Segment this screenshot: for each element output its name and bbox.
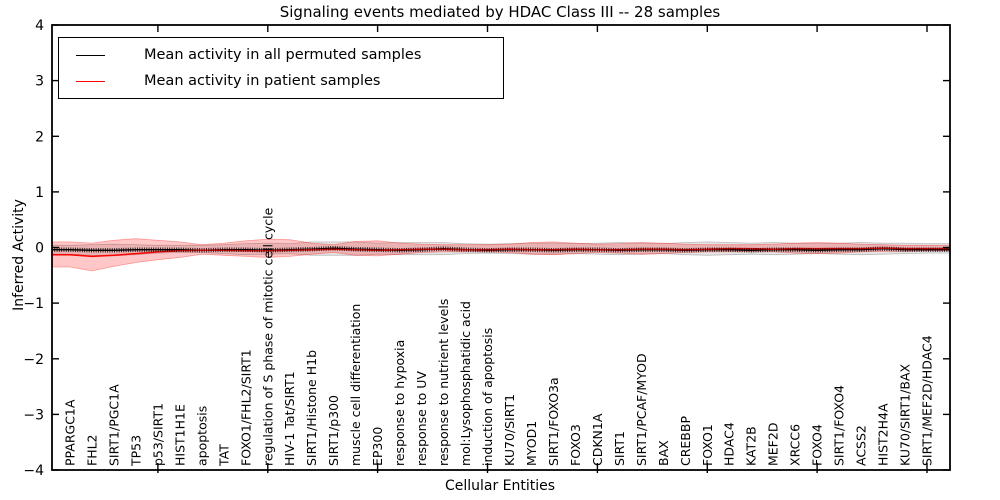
x-tick-label: regulation of S phase of mitotic cell cy…	[260, 207, 275, 466]
legend-item-permuted: Mean activity in all permuted samples	[59, 47, 503, 63]
x-tick-label: FOXO1	[700, 424, 715, 466]
x-tick-label: response to hypoxia	[392, 340, 407, 466]
x-tick-label: BAX	[656, 440, 671, 466]
legend-item-patient: Mean activity in patient samples	[59, 73, 503, 89]
legend: Mean activity in all permuted samples Me…	[58, 37, 504, 99]
y-tick-label: 2	[35, 129, 44, 145]
x-tick-label: SIRT1/FOXO3a	[546, 377, 561, 466]
x-tick-label: apoptosis	[194, 406, 209, 466]
y-tick-label: 0	[35, 241, 44, 257]
x-tick-label: SIRT1/Histone H1b	[304, 350, 319, 466]
data-point-markers	[52, 245, 950, 253]
y-tick-label: 3	[35, 74, 44, 90]
patient-line-swatch	[76, 80, 105, 82]
y-tick-label: −3	[23, 407, 44, 423]
x-tick-label: SIRT1/FOXO4	[832, 385, 847, 466]
x-tick-label: TP53	[128, 435, 143, 467]
x-tick-label: p53/SIRT1	[150, 403, 165, 466]
permuted-line-swatch	[76, 54, 105, 56]
x-tick-label: SIRT1/PGC1A	[106, 384, 121, 466]
x-tick-label: KAT2B	[744, 426, 759, 466]
x-tick-label: HIV-1 Tat/SIRT1	[282, 371, 297, 466]
legend-label: Mean activity in patient samples	[144, 73, 381, 89]
x-tick-label: KU70/SIRT1/BAX	[898, 364, 913, 466]
x-tick-label: CREBBP	[678, 416, 693, 466]
x-tick-label: TAT	[216, 444, 231, 467]
x-tick-label: EP300	[370, 427, 385, 466]
x-tick-label: PPARGC1A	[63, 399, 78, 466]
chart-title: Signaling events mediated by HDAC Class …	[279, 3, 721, 21]
x-tick-label: CDKN1A	[590, 413, 605, 466]
x-tick-label: XRCC6	[788, 424, 803, 466]
x-tick-label: HDAC4	[722, 422, 737, 466]
x-tick-label: induction of apoptosis	[480, 328, 495, 466]
y-tick-label: 4	[35, 18, 44, 34]
x-tick-label: MEF2D	[766, 423, 781, 466]
y-axis-label: Inferred Activity	[11, 199, 27, 311]
y-tick-label: 1	[35, 185, 44, 201]
x-tick-label: SIRT1/MEF2D/HDAC4	[920, 335, 935, 466]
x-tick-label: HIST2H4A	[876, 403, 891, 466]
x-tick-label: MYOD1	[524, 421, 539, 466]
x-tick-label: FOXO4	[810, 424, 825, 466]
x-tick-label: FOXO3	[568, 424, 583, 466]
x-tick-label: SIRT1/PCAF/MYOD	[634, 353, 649, 466]
x-tick-label: HIST1H1E	[172, 404, 187, 466]
x-tick-label: ACSS2	[854, 425, 869, 466]
x-tick-label: muscle cell differentiation	[348, 304, 363, 466]
x-tick-label: FOXO1/FHL2/SIRT1	[238, 349, 253, 466]
x-tick-label: FHL2	[85, 434, 100, 466]
x-tick-label: SIRT1	[612, 431, 627, 466]
x-tick-label: KU70/SIRT1	[502, 394, 517, 466]
x-tick-label: response to UV	[414, 371, 429, 466]
x-tick-label: mol:Lysophosphatidic acid	[458, 301, 473, 466]
y-tick-label: −1	[23, 296, 44, 312]
x-axis-label: Cellular Entities	[444, 478, 556, 494]
x-tick-label: SIRT1/p300	[326, 395, 341, 466]
legend-label: Mean activity in all permuted samples	[144, 47, 422, 63]
y-tick-label: −4	[23, 463, 44, 479]
y-tick-label: −2	[23, 352, 44, 368]
x-tick-label: response to nutrient levels	[436, 299, 451, 466]
